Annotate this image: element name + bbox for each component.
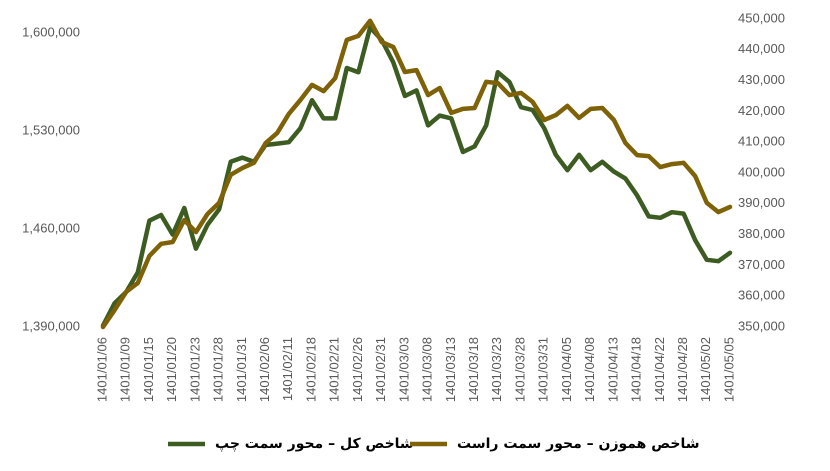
line-series <box>100 18 733 330</box>
x-tick-label: 1401/02/18 <box>303 337 318 402</box>
x-tick-label: 1401/03/08 <box>420 337 435 402</box>
x-tick-label: 1401/05/02 <box>698 337 713 402</box>
x-tick-label: 1401/03/18 <box>466 337 481 402</box>
y2-tick-label: 440,000 <box>738 41 785 56</box>
x-tick-label: 1401/01/20 <box>164 337 179 402</box>
x-tick-label: 1401/01/15 <box>141 337 156 402</box>
y2-tick-label: 410,000 <box>738 134 785 149</box>
x-tick-label: 1401/02/06 <box>257 337 272 402</box>
x-tick-label: 1401/03/28 <box>512 337 527 402</box>
line-series <box>100 25 733 328</box>
y2-tick-label: 420,000 <box>738 103 785 118</box>
x-tick-label: 1401/04/13 <box>605 337 620 402</box>
x-tick-label: 1401/04/28 <box>675 337 690 402</box>
y2-tick-label: 380,000 <box>738 226 785 241</box>
y2-tick-label: 400,000 <box>738 164 785 179</box>
x-tick-label: 1401/05/05 <box>721 337 736 402</box>
y2-tick-label: 370,000 <box>738 257 785 272</box>
y2-tick-label: 430,000 <box>738 72 785 87</box>
x-tick-label: 1401/02/26 <box>350 337 365 402</box>
y2-tick-label: 450,000 <box>738 10 785 25</box>
x-tick-label: 1401/01/06 <box>94 337 109 402</box>
x-tick-label: 1401/02/11 <box>280 337 295 401</box>
x-tick-label: 1401/04/05 <box>559 337 574 402</box>
y-tick-label: 1,600,000 <box>22 24 80 39</box>
x-tick-label: 1401/01/31 <box>234 337 249 402</box>
legend-label: شاخص هموزن – محور سمت راست <box>457 436 699 452</box>
y2-tick-label: 350,000 <box>738 318 785 333</box>
legend-label: شاخص کل – محور سمت چپ <box>215 436 414 452</box>
y-tick-label: 1,390,000 <box>22 318 80 333</box>
y-tick-label: 1,460,000 <box>22 220 80 235</box>
x-tick-label: 1401/04/08 <box>582 337 597 402</box>
x-tick-label: 1401/03/23 <box>489 337 504 402</box>
x-tick-label: 1401/02/21 <box>327 337 342 402</box>
x-tick-label: 1401/03/31 <box>536 337 551 402</box>
x-tick-label: 1401/04/22 <box>652 337 667 402</box>
y2-tick-label: 390,000 <box>738 195 785 210</box>
y-tick-label: 1,530,000 <box>22 122 80 137</box>
x-tick-label: 1401/01/09 <box>118 337 133 402</box>
x-tick-label: 1401/01/23 <box>187 337 202 402</box>
x-tick-label: 1401/01/28 <box>211 337 226 402</box>
y2-tick-label: 360,000 <box>738 288 785 303</box>
x-tick-label: 1401/02/31 <box>373 337 388 402</box>
x-tick-label: 1401/03/13 <box>443 337 458 402</box>
x-tick-label: 1401/03/03 <box>396 337 411 402</box>
x-tick-label: 1401/04/18 <box>629 337 644 402</box>
